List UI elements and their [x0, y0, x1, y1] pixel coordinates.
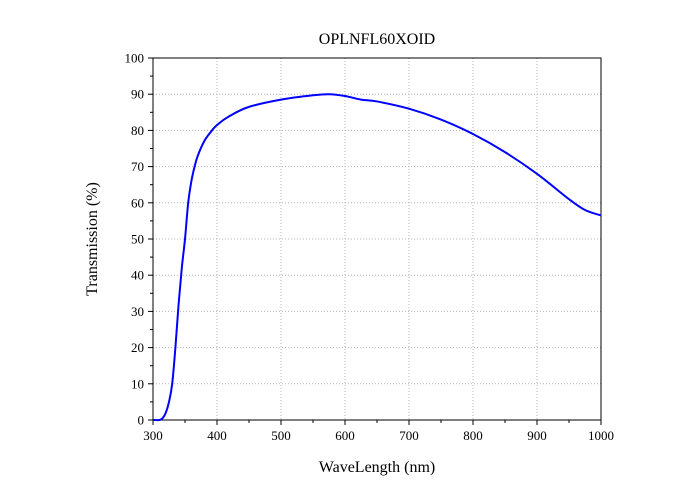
y-tick-label: 0 [138, 413, 145, 428]
grid [153, 58, 601, 420]
y-tick-label: 30 [131, 304, 144, 319]
x-tick-label: 900 [527, 428, 547, 443]
y-axis-title: Transmission (%) [84, 182, 101, 296]
chart-title: OPLNFL60XOID [319, 31, 435, 48]
y-tick-label: 80 [131, 123, 144, 138]
x-tick-label: 400 [207, 428, 227, 443]
y-tick-label: 60 [131, 195, 144, 210]
plot-area-frame [152, 57, 602, 421]
y-tick-label: 100 [125, 51, 145, 66]
x-tick-label: 600 [335, 428, 355, 443]
x-tick-label: 500 [271, 428, 291, 443]
y-tick-label: 50 [131, 232, 144, 247]
x-tick-label: 1000 [588, 428, 614, 443]
x-tick-label: 800 [463, 428, 483, 443]
x-tick-label: 300 [143, 428, 163, 443]
y-tick-label: 70 [131, 159, 144, 174]
y-tick-label: 90 [131, 87, 144, 102]
y-tick-label: 10 [131, 376, 144, 391]
x-axis-title: WaveLength (nm) [319, 459, 435, 476]
y-tick-label: 20 [131, 340, 144, 355]
transmission-series-line [152, 93, 602, 422]
x-axis-tick-labels: 300 400 500 600 700 800 900 1000 [143, 428, 614, 443]
y-axis-tick-labels: 0 10 20 30 40 50 60 70 80 90 100 [125, 51, 145, 428]
x-tick-label: 700 [399, 428, 419, 443]
axis-ticks [148, 57, 602, 425]
y-tick-label: 40 [131, 268, 144, 283]
